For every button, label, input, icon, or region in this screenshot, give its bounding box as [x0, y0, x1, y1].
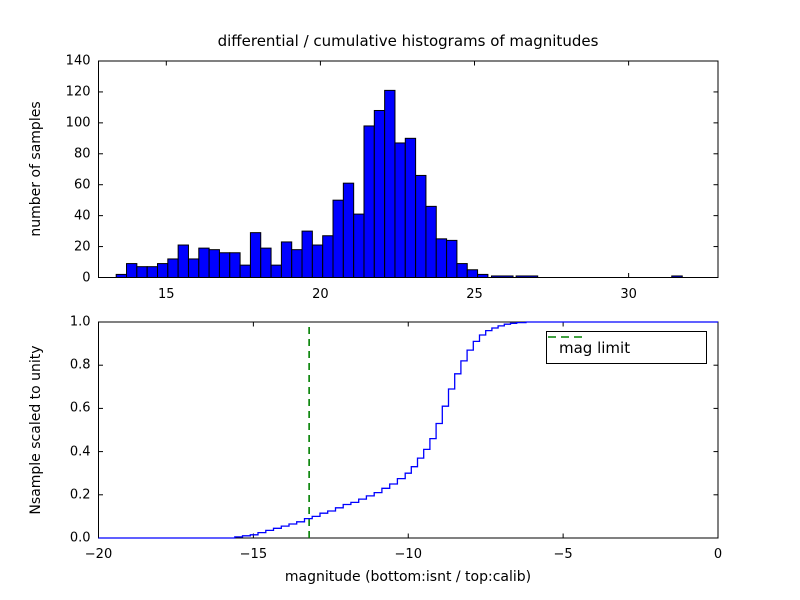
histogram-bar — [249, 232, 262, 278]
top-histogram-y-tick-label: 140 — [65, 53, 91, 69]
histogram-bar — [301, 230, 313, 279]
cumulative-plot-y-tick-label: 0.4 — [69, 444, 91, 460]
bottom-x-axis-label: magnitude (bottom:isnt / top:calib) — [284, 569, 532, 585]
top-histogram-y-tick-label: 40 — [73, 208, 91, 224]
bottom-y-axis-label: Nsample scaled to unity — [28, 345, 44, 515]
cumulative-plot-y-tick-label: 0.8 — [69, 357, 91, 373]
legend-box: mag limit — [546, 331, 707, 364]
histogram-bar — [239, 264, 251, 278]
histogram-bar — [446, 239, 458, 278]
histogram-bar — [490, 275, 514, 279]
top-histogram-y-tick-label: 80 — [73, 146, 91, 162]
top-histogram-x-tick-label: 15 — [158, 286, 175, 302]
cumulative-step-curve — [98, 321, 718, 539]
top-histogram-x-tick-label: 30 — [620, 286, 637, 302]
histogram-bar — [477, 273, 489, 278]
histogram-bar — [270, 264, 282, 278]
legend-entry-label: mag limit — [559, 338, 631, 357]
chart-title: differential / cumulative histograms of … — [217, 32, 599, 50]
top-y-axis-label: number of samples — [28, 101, 44, 237]
histogram-bar — [167, 258, 179, 279]
cumulative-plot-x-tick-label: −5 — [553, 547, 573, 562]
histogram-bar — [280, 241, 293, 278]
top-histogram-y-tick-label: 120 — [65, 84, 91, 100]
histogram-bar — [466, 269, 479, 278]
histogram-bar — [218, 252, 231, 278]
histogram-bar — [146, 266, 158, 278]
top-histogram-y-tick-label: 20 — [73, 239, 91, 255]
top-histogram-y-tick-label: 0 — [82, 270, 91, 285]
top-histogram-x-tick-label: 20 — [312, 286, 329, 302]
histogram-bar — [404, 137, 417, 278]
histogram-bar — [208, 249, 220, 279]
top-histogram-x-tick-label: 25 — [466, 286, 483, 302]
histogram-bar — [126, 263, 138, 279]
histogram-bar — [260, 247, 272, 279]
histogram-bar — [187, 258, 200, 279]
top-histogram-y-tick-label: 100 — [65, 115, 91, 131]
histogram-bar — [332, 199, 344, 278]
top-histogram-y-tick-label: 60 — [73, 177, 91, 193]
histogram-bar — [229, 252, 241, 278]
cumulative-plot-x-tick-label: −20 — [84, 547, 113, 562]
histogram-bar — [394, 142, 406, 278]
histogram-bar — [136, 266, 148, 278]
histogram-bar — [415, 174, 427, 278]
legend-dashed-line-sample — [548, 336, 584, 338]
histogram-bar — [363, 125, 375, 278]
top-histogram — [98, 60, 719, 279]
histogram-bar — [353, 213, 365, 279]
histogram-bar — [156, 263, 169, 279]
histogram-bar — [515, 275, 539, 279]
cumulative-plot — [98, 321, 719, 539]
cumulative-plot-x-tick-label: −10 — [394, 547, 422, 562]
histogram-bar — [671, 275, 683, 279]
histogram-bar — [177, 244, 189, 278]
histogram-bar — [311, 244, 324, 278]
histogram-bar — [198, 247, 210, 279]
cumulative-plot-x-tick-label: 0 — [713, 547, 723, 562]
histogram-bars — [115, 89, 683, 279]
cumulative-plot-y-tick-label: 1.0 — [69, 314, 91, 330]
histogram-bar — [425, 205, 437, 278]
cumulative-plot-x-tick-label: −15 — [239, 547, 268, 562]
histogram-bar — [384, 89, 396, 278]
histogram-bar — [115, 273, 128, 278]
cumulative-plot-y-tick-label: 0.0 — [69, 530, 91, 546]
cumulative-plot-y-tick-label: 0.2 — [69, 487, 91, 503]
histogram-bar — [435, 238, 448, 278]
histogram-bar — [456, 263, 468, 279]
cumulative-plot-y-tick-label: 0.6 — [69, 400, 91, 416]
histogram-bar — [342, 182, 355, 279]
histogram-bar — [373, 109, 386, 278]
histogram-bar — [291, 249, 303, 279]
histogram-bar — [322, 235, 334, 278]
